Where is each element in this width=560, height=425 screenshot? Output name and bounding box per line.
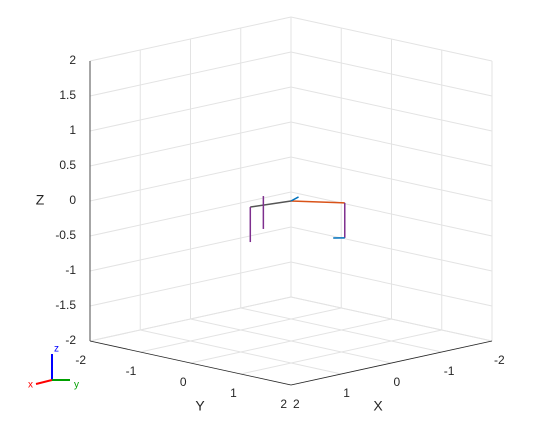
y-axis-label: Y [195,398,205,414]
y-tick-label: -1 [126,364,137,378]
z-tick-label: 0 [69,193,76,207]
z-tick-label: -1 [65,263,76,277]
z-tick-label: 0.5 [59,158,76,172]
x-tick-label: 1 [343,386,350,400]
z-tick-label: -2 [65,333,76,347]
z-tick-label: -1.5 [55,298,76,312]
z-tick-label: 1 [69,123,76,137]
x-axis-label: X [373,398,383,414]
x-tick-label: -2 [494,353,505,367]
z-tick-label: 1.5 [59,88,76,102]
robot-link [250,201,291,207]
y-tick-label: 0 [180,375,187,389]
triad-x-label: x [28,380,33,391]
y-tick-label: 1 [230,386,237,400]
x-tick-label: 2 [293,397,300,411]
x-tick-label: -1 [444,364,455,378]
triad-z-label: z [54,344,59,355]
triad: z x y [28,344,79,391]
y-tick-label: -2 [75,353,86,367]
z-tick-label: 2 [69,53,76,67]
triad-y-label: y [74,380,79,391]
triad-x [36,380,52,384]
y-tick-label: 2 [280,397,287,411]
z-tick-label: -0.5 [55,228,76,242]
x-tick-label: 0 [394,375,401,389]
z-axis-label: Z [36,192,45,208]
robot-link [291,201,345,203]
